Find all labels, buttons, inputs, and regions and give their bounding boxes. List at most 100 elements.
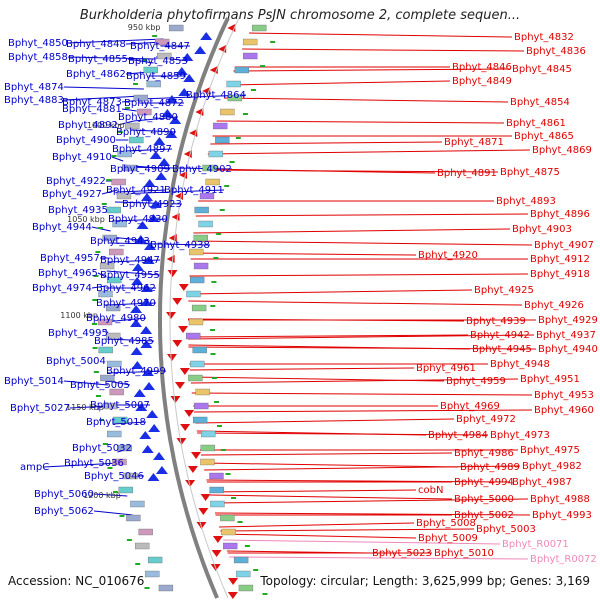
gene-label[interactable]: Bphyt_5014 [4, 376, 64, 387]
gene-label[interactable]: Bphyt_4951 [520, 374, 580, 385]
gene-label[interactable]: Bphyt_4854 [510, 97, 570, 108]
gene-label[interactable]: Bphyt_4848 [66, 39, 126, 50]
gene-label[interactable]: Bphyt_4858 [8, 52, 68, 63]
gene-label[interactable]: Bphyt_4891 [437, 168, 497, 179]
gene-label[interactable]: Bphyt_4948 [490, 359, 550, 370]
gene-label[interactable]: Bphyt_4883 [4, 95, 64, 106]
gene-label[interactable]: Bphyt_4926 [524, 300, 584, 311]
gene-label[interactable]: Bphyt_R0072 [530, 554, 597, 565]
gene-label[interactable]: Bphyt_4962 [96, 283, 156, 294]
gene-label[interactable]: Bphyt_4957 [40, 253, 100, 264]
gene-label[interactable]: Bphyt_4881 [62, 104, 122, 115]
gene-label[interactable]: Bphyt_5007 [90, 400, 150, 411]
gene-label[interactable]: Bphyt_5027 [10, 403, 70, 414]
gene-label[interactable]: Bphyt_5004 [46, 356, 106, 367]
gene-label[interactable]: Bphyt_4937 [536, 330, 596, 341]
gene-label[interactable]: Bphyt_4871 [444, 137, 504, 148]
gene-label[interactable]: Bphyt_4947 [100, 255, 160, 266]
gene-label[interactable]: Bphyt_4955 [100, 270, 160, 281]
gene-label[interactable]: Bphyt_4965 [38, 268, 98, 279]
gene-label[interactable]: Bphyt_5009 [418, 533, 478, 544]
gene-label[interactable]: Bphyt_4862 [66, 69, 126, 80]
gene-label[interactable]: Bphyt_4872 [124, 98, 184, 109]
gene-label[interactable]: Bphyt_4939 [466, 316, 526, 327]
gene-label[interactable]: Bphyt_4988 [530, 494, 590, 505]
gene-label[interactable]: Bphyt_4847 [130, 41, 190, 52]
gene-label[interactable]: Bphyt_5000 [454, 494, 514, 505]
gene-label[interactable]: Bphyt_4912 [530, 254, 590, 265]
gene-label[interactable]: Bphyt_4918 [530, 269, 590, 280]
gene-label[interactable]: Bphyt_4903 [512, 224, 572, 235]
gene-label[interactable]: Bphyt_4985 [94, 336, 154, 347]
gene-label[interactable]: Bphyt_4995 [48, 328, 108, 339]
gene-label[interactable]: Bphyt_4846 [452, 62, 512, 73]
gene-label[interactable]: Bphyt_4875 [500, 167, 560, 178]
gene-label[interactable]: Bphyt_4861 [506, 118, 566, 129]
gene-label[interactable]: Bphyt_4994 [454, 477, 514, 488]
gene-label[interactable]: Bphyt_5036 [64, 458, 124, 469]
gene-label[interactable]: Bphyt_4980 [86, 313, 146, 324]
gene-label[interactable]: Bphyt_4902 [172, 164, 232, 175]
gene-label[interactable]: Bphyt_4909 [110, 164, 170, 175]
gene-label[interactable]: Bphyt_4873 [62, 97, 122, 108]
gene-label[interactable]: Bphyt_4953 [534, 390, 594, 401]
gene-label[interactable]: Bphyt_4987 [512, 477, 572, 488]
gene-label[interactable]: Bphyt_5005 [70, 380, 130, 391]
gene-label[interactable]: Bphyt_4929 [538, 315, 598, 326]
gene-label[interactable]: Bphyt_4869 [532, 145, 592, 156]
gene-label[interactable]: Bphyt_4986 [454, 448, 514, 459]
gene-label[interactable]: Bphyt_4960 [534, 405, 594, 416]
gene-label[interactable]: Bphyt_4927 [42, 189, 102, 200]
gene-label[interactable]: Bphyt_4874 [4, 82, 64, 93]
gene-label[interactable]: Bphyt_4923 [122, 199, 182, 210]
gene-label[interactable]: Bphyt_4853 [128, 56, 188, 67]
gene-label[interactable]: Bphyt_5003 [476, 524, 536, 535]
gene-label[interactable]: Bphyt_4850 [8, 38, 68, 49]
gene-label[interactable]: Bphyt_4973 [490, 430, 550, 441]
gene-label[interactable]: Bphyt_4970 [96, 298, 156, 309]
gene-label[interactable]: Bphyt_4900 [56, 135, 116, 146]
gene-label[interactable]: Bphyt_4849 [452, 76, 512, 87]
gene-label[interactable]: Bphyt_4897 [112, 144, 172, 155]
gene-label[interactable]: Bphyt_4938 [150, 240, 210, 251]
gene-label[interactable]: Bphyt_4975 [520, 445, 580, 456]
gene-label[interactable]: Bphyt_4969 [440, 401, 500, 412]
gene-label[interactable]: Bphyt_4959 [446, 376, 506, 387]
gene-label[interactable]: Bphyt_4865 [514, 131, 574, 142]
gene-label[interactable]: Bphyt_4864 [186, 90, 246, 101]
gene-label[interactable]: Bphyt_4930 [108, 214, 168, 225]
gene-label[interactable]: Bphyt_4982 [522, 461, 582, 472]
gene-label[interactable]: Bphyt_4989 [460, 462, 520, 473]
gene-label[interactable]: Bphyt_5008 [416, 518, 476, 529]
gene-label[interactable]: Bphyt_5032 [72, 443, 132, 454]
gene-label[interactable]: Bphyt_4922 [46, 176, 106, 187]
gene-label[interactable]: Bphyt_4890 [116, 127, 176, 138]
gene-label[interactable]: Bphyt_4921 [106, 185, 166, 196]
gene-label[interactable]: Bphyt_4859 [126, 71, 186, 82]
gene-label[interactable]: Bphyt_5060 [34, 489, 94, 500]
gene-label[interactable]: Bphyt_4993 [532, 510, 592, 521]
gene-label[interactable]: Bphyt_4935 [48, 205, 108, 216]
gene-label[interactable]: Bphyt_4911 [164, 185, 224, 196]
gene-label[interactable]: Bphyt_4943 [90, 236, 150, 247]
gene-label[interactable]: Bphyt_5062 [34, 506, 94, 517]
gene-label[interactable]: cobN [418, 485, 443, 496]
gene-label[interactable]: Bphyt_4845 [512, 64, 572, 75]
gene-label[interactable]: Bphyt_4907 [534, 240, 594, 251]
gene-label[interactable]: Bphyt_4920 [418, 250, 478, 261]
gene-label[interactable]: Bphyt_4999 [106, 366, 166, 377]
gene-label[interactable]: Bphyt_4892 [58, 120, 118, 131]
gene-label[interactable]: Bphyt_4940 [538, 344, 598, 355]
gene-label[interactable]: Bphyt_5010 [434, 548, 494, 559]
gene-label[interactable]: Bphyt_5002 [454, 510, 514, 521]
gene-label[interactable]: Bphyt_4984 [428, 430, 488, 441]
gene-label[interactable]: Bphyt_4925 [474, 285, 534, 296]
gene-label[interactable]: Bphyt_4945 [472, 344, 532, 355]
gene-label[interactable]: Bphyt_4944 [32, 222, 92, 233]
gene-label[interactable]: Bphyt_4942 [470, 330, 530, 341]
gene-label[interactable]: Bphyt_4961 [416, 363, 476, 374]
gene-label[interactable]: Bphyt_4910 [52, 152, 112, 163]
gene-label[interactable]: Bphyt_4896 [530, 209, 590, 220]
gene-label[interactable]: Bphyt_4832 [514, 32, 574, 43]
gene-label[interactable]: Bphyt_4972 [456, 414, 516, 425]
